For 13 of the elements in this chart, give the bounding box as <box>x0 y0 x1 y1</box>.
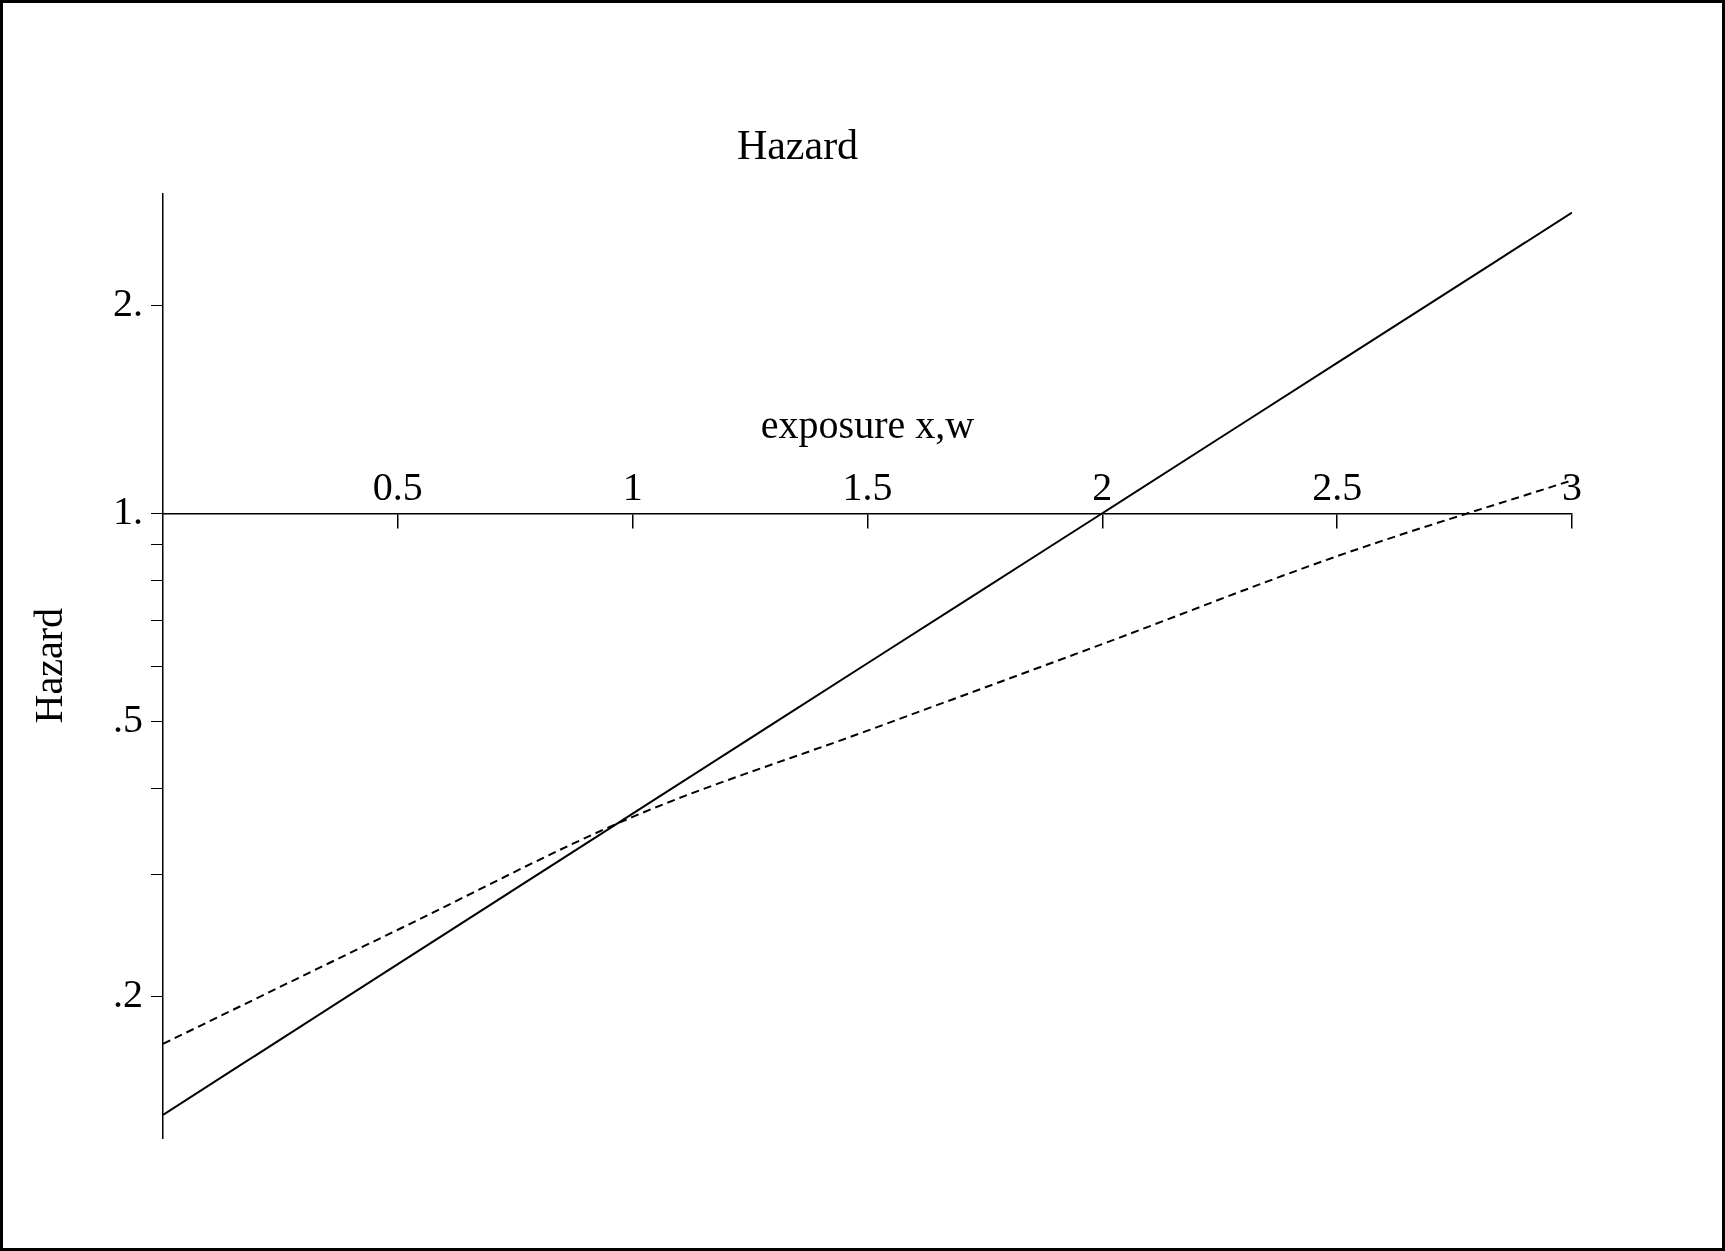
x-tick-label: 2 <box>1092 463 1113 509</box>
x-tick-label: 1.5 <box>842 463 893 509</box>
y-tick-label: .2 <box>113 971 143 1017</box>
x-tick-label: 1 <box>622 463 643 509</box>
y-tick-label: 1. <box>113 487 143 533</box>
x-axis-title: exposure x,w <box>760 401 975 447</box>
x-tick-label: 2.5 <box>1312 463 1363 509</box>
y-axis-title: Hazard <box>25 607 71 724</box>
x-tick-label: 0.5 <box>372 463 423 509</box>
y-tick-label: .5 <box>113 696 143 742</box>
x-tick-label: 3 <box>1562 463 1582 509</box>
y-tick-label: 2. <box>113 279 143 325</box>
chart-title: Hazard <box>736 122 859 169</box>
